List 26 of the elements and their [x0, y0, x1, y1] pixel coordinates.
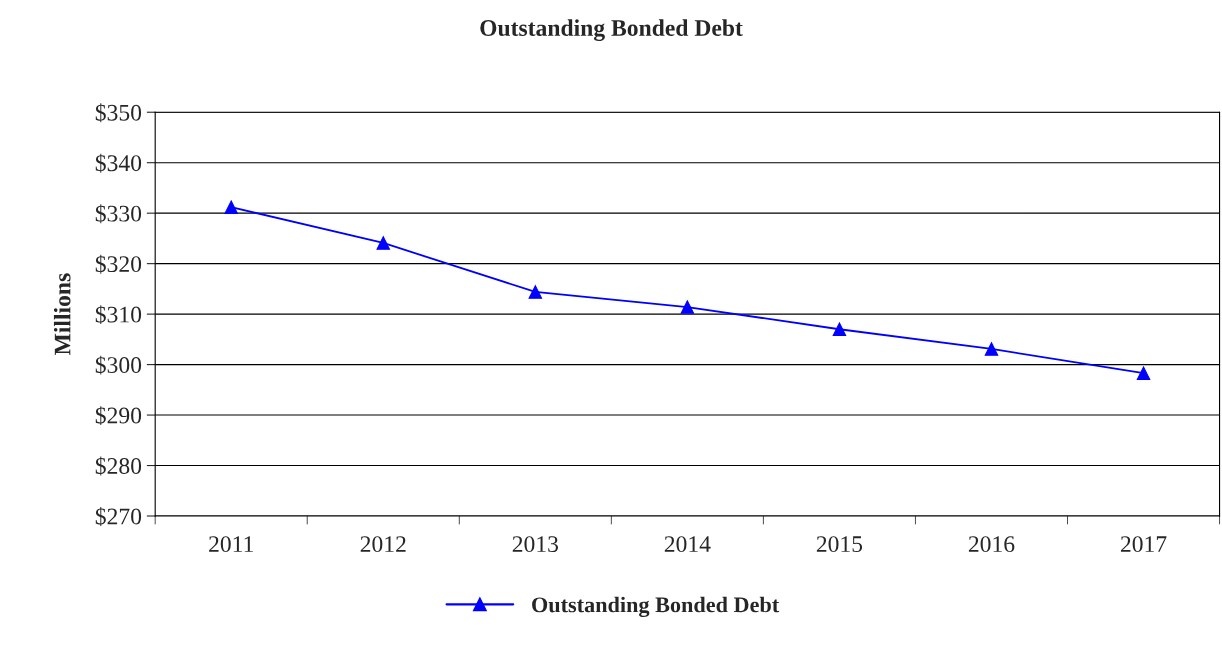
y-tick-label: $350 — [95, 103, 142, 123]
y-tick-label: $300 — [95, 355, 142, 375]
y-tick-label: $290 — [95, 406, 142, 426]
chart-title: Outstanding Bonded Debt — [480, 19, 743, 41]
point — [1136, 366, 1151, 380]
x-tick-label: 2015 — [816, 536, 863, 553]
legend-label: Outstanding Bonded Debt — [532, 596, 780, 618]
x-tick-label: 2011 — [209, 536, 253, 553]
point — [832, 322, 847, 337]
point — [984, 342, 999, 356]
x-tick-label: 2013 — [512, 536, 559, 553]
y-axis-title: Millions — [53, 273, 71, 356]
x-tick-label: 2012 — [360, 536, 406, 553]
point — [528, 285, 543, 299]
y-tick-label: $270 — [95, 507, 142, 526]
point — [224, 200, 238, 214]
y-tick-label: $330 — [95, 204, 142, 224]
x-tick-label: 2016 — [968, 536, 1015, 553]
x-tick-label: 2017 — [1120, 536, 1167, 553]
point — [376, 236, 391, 250]
point — [680, 300, 695, 314]
x-tick-label: 2014 — [664, 536, 711, 553]
y-tick-label: $340 — [95, 153, 142, 173]
y-tick-label: $310 — [95, 305, 142, 325]
y-tick-label: $320 — [95, 254, 142, 274]
y-tick-label: $280 — [95, 456, 142, 476]
